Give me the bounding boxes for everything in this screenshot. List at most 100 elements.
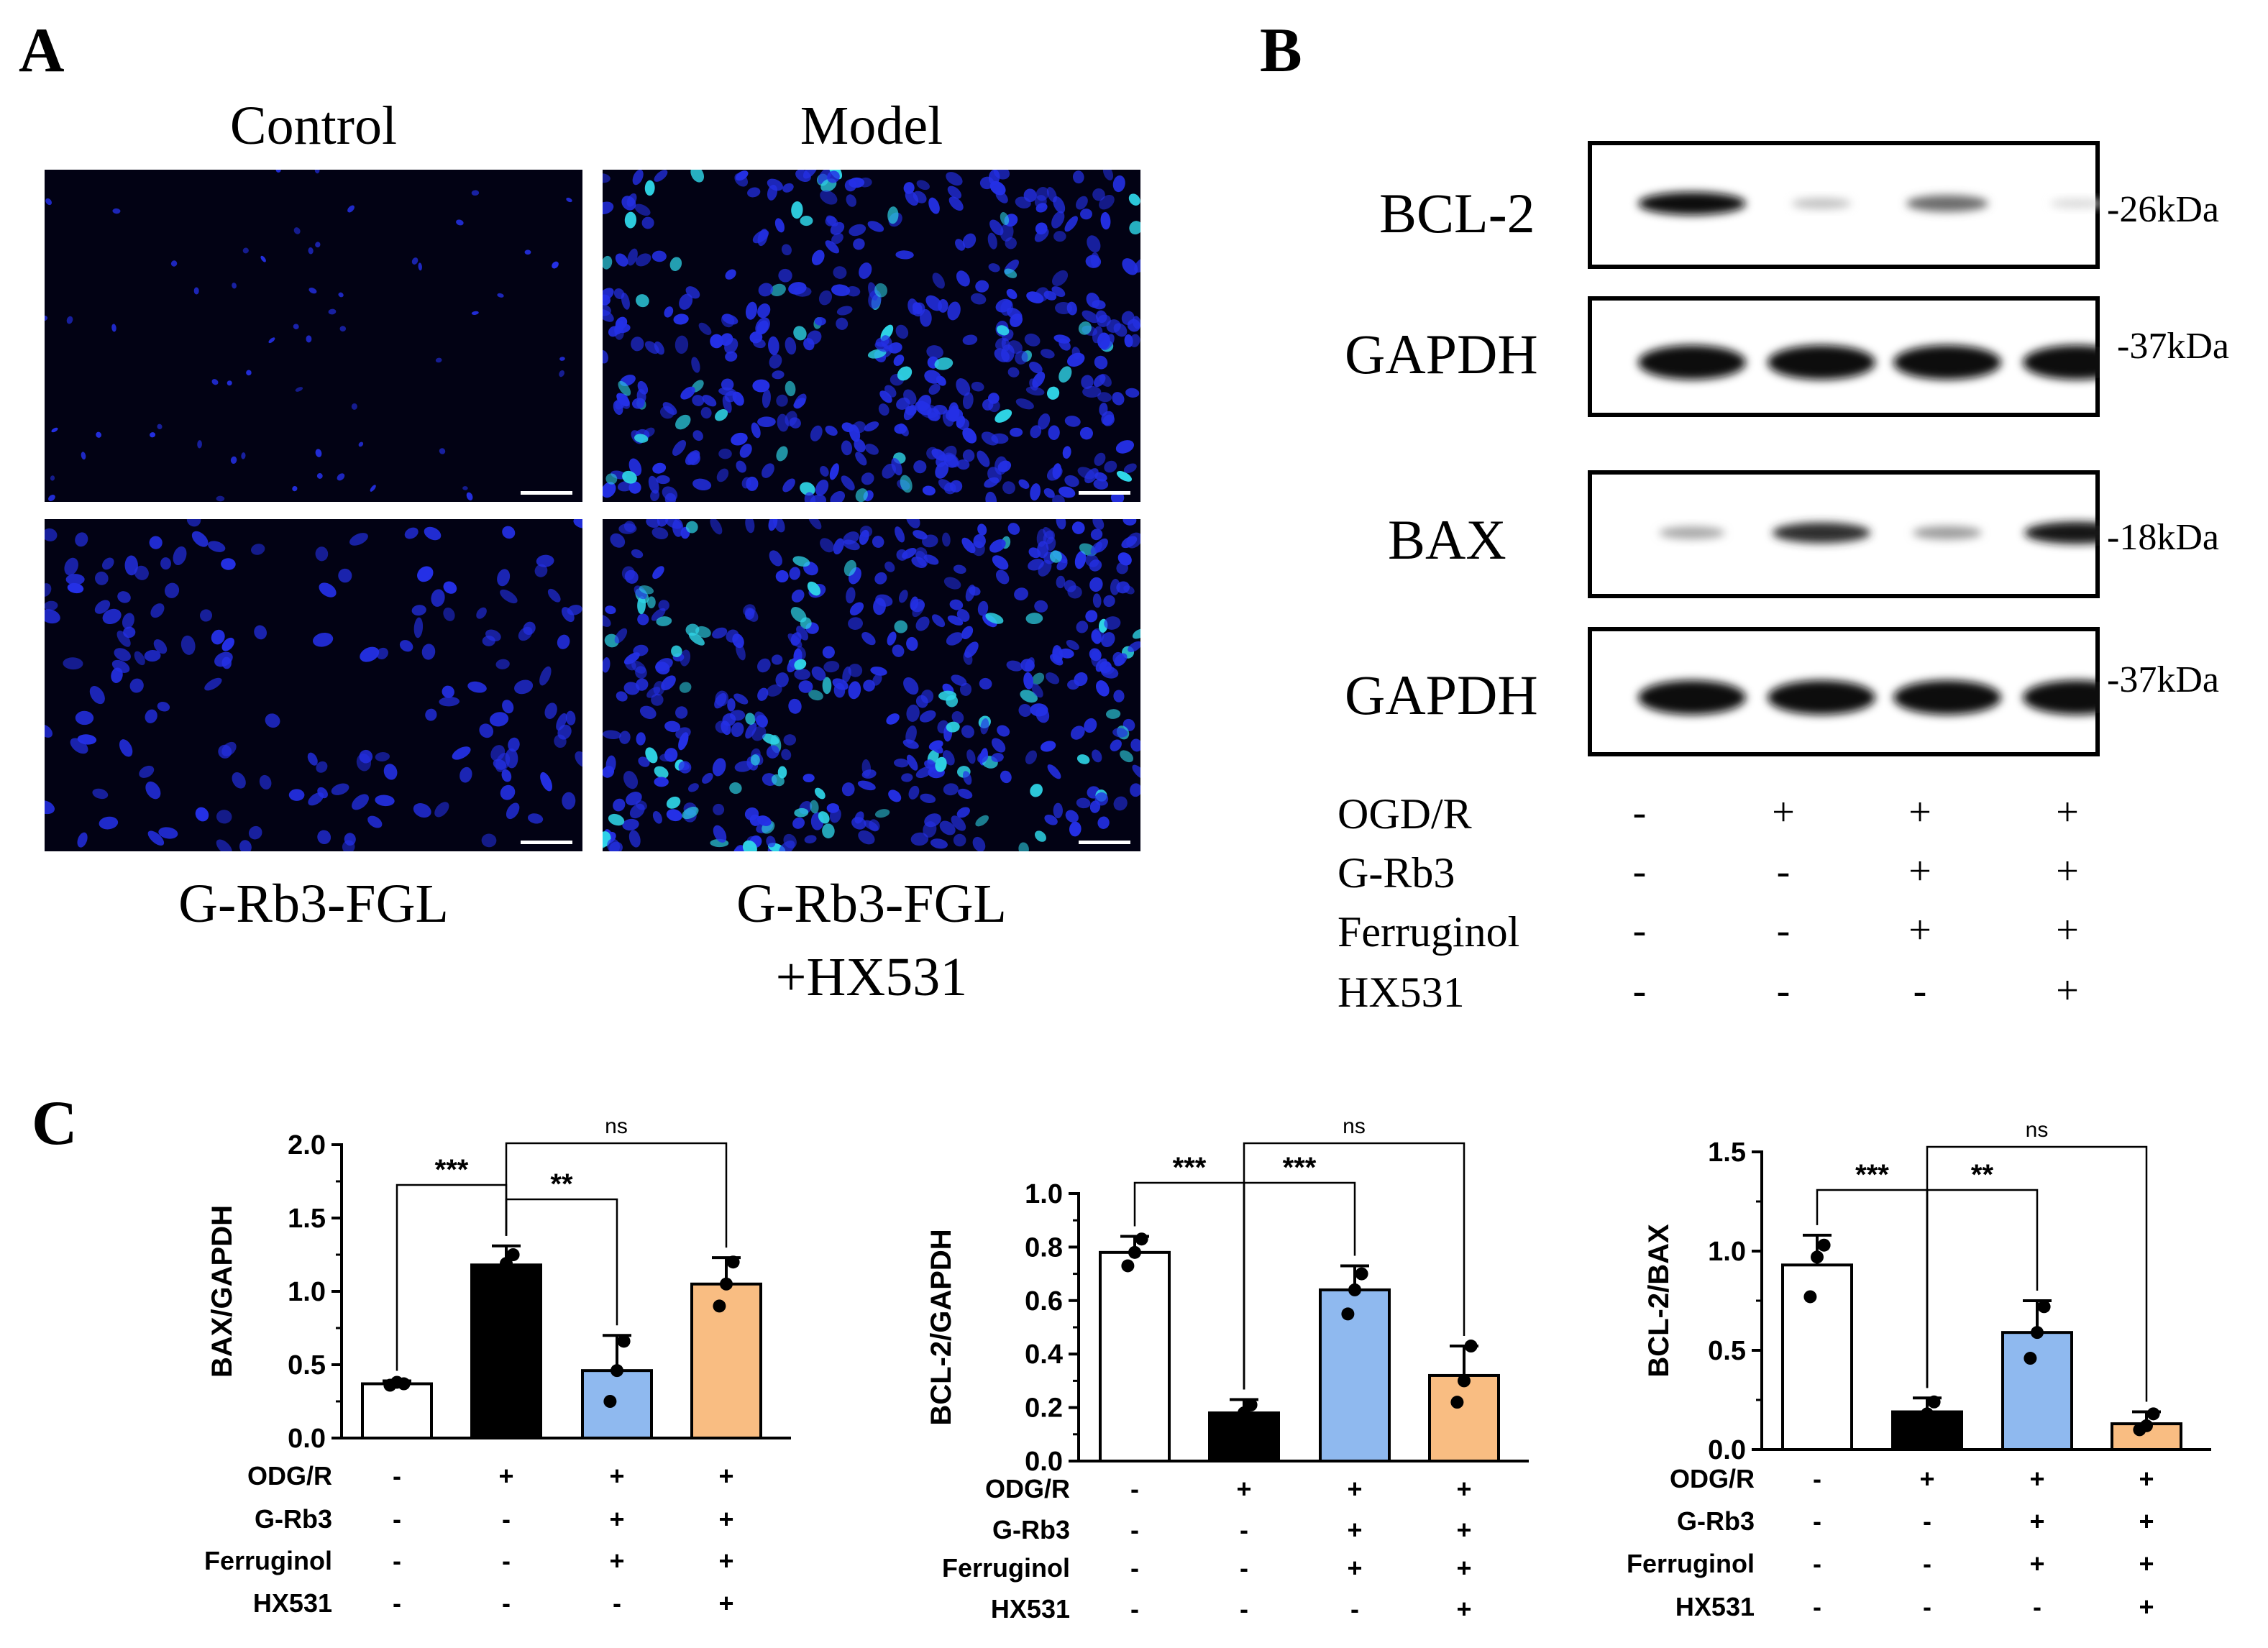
nucleus [798, 680, 813, 693]
nucleus [959, 682, 972, 696]
tunel-positive-nucleus [1058, 366, 1072, 383]
nucleus [923, 821, 937, 838]
data-point [1128, 1245, 1141, 1259]
nucleus [1130, 783, 1140, 797]
nucleus [1023, 672, 1034, 690]
nucleus [895, 250, 914, 260]
nucleus [953, 833, 966, 847]
nucleus [991, 753, 1004, 762]
nucleus [404, 527, 419, 539]
tunel-positive-nucleus [742, 840, 757, 851]
condition-minus: - [1240, 1515, 1248, 1544]
nucleus [849, 224, 866, 237]
nucleus [908, 785, 920, 800]
y-tick-label: 0.0 [1708, 1435, 1746, 1465]
nucleus [1092, 593, 1102, 608]
nucleus [1124, 334, 1133, 347]
nucleus [218, 744, 232, 759]
condition-plus: + [2139, 1464, 2154, 1493]
nucleus [874, 342, 890, 352]
nucleus [1070, 725, 1085, 740]
nucleus [781, 244, 792, 256]
nucleus [158, 827, 178, 839]
nucleus [905, 190, 919, 206]
nucleus [808, 519, 822, 530]
condition-plus: + [1456, 1474, 1471, 1503]
nucleus [992, 555, 1009, 570]
nucleus [641, 216, 654, 229]
nucleus [928, 383, 941, 395]
nucleus [836, 306, 853, 316]
nucleus [413, 617, 424, 638]
nucleus [1041, 349, 1055, 359]
data-point [493, 1270, 506, 1283]
nucleus [1066, 639, 1079, 650]
nucleus [997, 460, 1012, 472]
nucleus [762, 463, 774, 478]
nucleus [922, 485, 936, 496]
nucleus [988, 170, 1000, 186]
nucleus [1076, 797, 1091, 809]
nucleus [962, 427, 977, 444]
y-axis-label: BCL-2/GAPDH [925, 1229, 957, 1425]
data-point [2140, 1419, 2153, 1432]
nucleus [1112, 175, 1125, 193]
tunel-positive-nucleus [682, 806, 699, 820]
chart-2: 0.0 0.2 0.4 0.6 0.8 1.0 BCL-2/GAPDH *** *** ns ODG… [925, 1114, 1529, 1624]
nucleus [1090, 528, 1103, 541]
nucleus [977, 450, 990, 467]
nucleus [45, 315, 48, 321]
condition-minus: - [1776, 849, 1791, 894]
nucleus [628, 830, 641, 848]
tunel-positive-nucleus [794, 807, 809, 818]
nucleus [970, 293, 987, 305]
nucleus [1030, 703, 1048, 717]
nucleus [94, 571, 109, 585]
nucleus [260, 255, 266, 262]
nucleus [644, 427, 655, 437]
data-point [1464, 1340, 1478, 1353]
nucleus [1100, 211, 1111, 230]
nucleus [111, 324, 116, 332]
nucleus [956, 378, 971, 396]
nucleus [242, 247, 249, 254]
tunel-positive-nucleus [637, 596, 646, 615]
nucleus [691, 357, 700, 373]
nucleus [1101, 334, 1115, 351]
nucleus [619, 731, 631, 744]
nucleus [833, 538, 844, 555]
nucleus [931, 614, 946, 628]
nucleus [936, 375, 946, 386]
blot-band [1659, 526, 1725, 539]
blot-label-bax: BAX [1388, 508, 1506, 571]
condition-label: ODG/R [247, 1461, 332, 1491]
data-point [1811, 1250, 1824, 1264]
nucleus [308, 288, 317, 294]
nucleus [732, 633, 744, 649]
nucleus [77, 734, 97, 745]
nucleus [64, 557, 78, 576]
nucleus [603, 303, 611, 316]
nucleus [943, 577, 961, 590]
condition-minus: - [393, 1461, 401, 1491]
nucleus [1076, 196, 1088, 210]
nucleus [1101, 666, 1115, 675]
nucleus [1043, 530, 1055, 545]
nucleus [962, 771, 972, 785]
nucleus [435, 357, 442, 363]
nucleus [622, 818, 639, 830]
condition-minus: - [1923, 1549, 1931, 1578]
nucleus [216, 810, 232, 824]
nucleus [1018, 704, 1032, 718]
nucleus [913, 460, 927, 474]
nucleus [1080, 209, 1092, 220]
condition-label: HX531 [1675, 1592, 1755, 1621]
nucleus [631, 549, 644, 559]
nucleus [905, 725, 917, 744]
nucleus [962, 334, 978, 345]
bar [1781, 1263, 1853, 1451]
tunel-positive-nucleus [770, 283, 786, 297]
nucleus [825, 425, 838, 436]
nucleus [315, 546, 329, 562]
nucleus [230, 456, 237, 464]
